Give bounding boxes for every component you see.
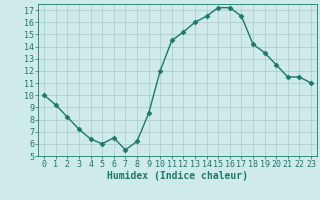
X-axis label: Humidex (Indice chaleur): Humidex (Indice chaleur) <box>107 171 248 181</box>
